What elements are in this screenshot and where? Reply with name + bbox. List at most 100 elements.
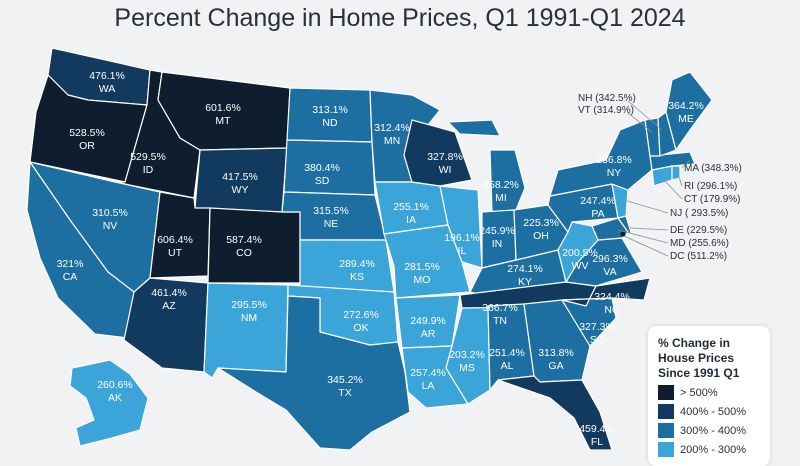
state-value-ny: 286.8% — [596, 154, 632, 166]
legend-swatch — [658, 385, 674, 400]
state-value-tn: 366.7% — [482, 302, 518, 314]
state-TX[interactable] — [217, 295, 411, 450]
state-code-ne: NE — [324, 218, 339, 230]
state-code-ms: MS — [459, 362, 475, 374]
state-code-pa: PA — [591, 208, 604, 220]
state-code-wy: WY — [232, 184, 249, 196]
state-value-nd: 313.1% — [312, 104, 348, 116]
state-code-sc: SC — [590, 334, 605, 346]
state-code-co: CO — [236, 247, 252, 259]
callout-label: RI (296.1%) — [684, 181, 737, 192]
leader-ma — [681, 159, 691, 169]
state-code-tx: TX — [338, 387, 351, 399]
state-code-ok: OK — [353, 322, 368, 334]
state-value-in: 245.9% — [479, 225, 515, 237]
state-code-az: AZ — [162, 300, 176, 312]
state-value-ga: 313.8% — [538, 347, 574, 359]
state-value-ky: 274.1% — [507, 263, 543, 275]
state-code-ar: AR — [421, 328, 436, 340]
state-value-nm: 295.5% — [231, 299, 267, 311]
state-value-mn: 312.4% — [374, 122, 410, 134]
state-code-tn: TN — [493, 315, 507, 327]
state-value-nv: 310.5% — [92, 207, 128, 219]
legend-item: > 500% — [658, 385, 770, 400]
state-code-in: IN — [492, 238, 503, 250]
state-value-nc: 324.4% — [594, 291, 630, 303]
state-value-wy: 417.5% — [222, 171, 258, 183]
state-IL[interactable] — [439, 185, 483, 269]
map-title: Percent Change in Home Prices, Q1 1991-Q… — [114, 4, 686, 32]
state-value-ms: 203.2% — [449, 349, 485, 361]
state-code-ia: IA — [406, 214, 416, 226]
state-code-oh: OH — [533, 230, 549, 242]
us-choropleth-map: 476.1%WA 528.5%OR 529.5%ID 601.6%MT 417.5%WY… — [26, 47, 742, 450]
state-code-ks: KS — [350, 271, 364, 283]
state-code-wa: WA — [99, 83, 116, 95]
state-code-ak: AK — [108, 392, 122, 404]
leader-vt — [627, 112, 653, 133]
state-value-tx: 345.2% — [327, 374, 363, 386]
state-MA[interactable] — [649, 151, 696, 171]
state-value-ar: 249.9% — [410, 315, 446, 327]
leader-dc — [623, 235, 669, 257]
legend-swatch — [658, 404, 674, 419]
state-value-az: 461.4% — [151, 287, 187, 299]
callout-label: MD (255.6%) — [670, 238, 729, 249]
state-code-ky: KY — [518, 276, 532, 288]
state-value-ia: 255.1% — [393, 201, 429, 213]
leader-nh — [627, 100, 663, 131]
legend-item: 300% - 400% — [658, 423, 770, 438]
state-value-co: 587.4% — [226, 234, 262, 246]
state-RI[interactable] — [671, 165, 681, 181]
legend: % Change in House Prices Since 1991 Q1 >… — [648, 326, 770, 466]
callout-labels: NH (342.5%)VT (314.9%) MA (348.3%) RI (296… — [578, 93, 742, 262]
state-value-oh: 225.3% — [523, 217, 559, 229]
state-value-ok: 272.6% — [343, 309, 379, 321]
state-value-me: 364.2% — [668, 100, 704, 112]
legend-label: > 500% — [680, 386, 718, 399]
legend-label: 400% - 500% — [680, 405, 747, 418]
state-code-id: ID — [143, 164, 154, 176]
state-code-me: ME — [678, 113, 694, 125]
callout-label: DC (511.2%) — [670, 251, 727, 262]
state-FL[interactable] — [497, 375, 613, 450]
state-value-wa: 476.1% — [89, 70, 125, 82]
state-value-ak: 260.6% — [97, 379, 133, 391]
state-ME[interactable] — [665, 71, 713, 151]
state-CA[interactable] — [26, 161, 135, 339]
state-value-il: 196.1% — [444, 232, 480, 244]
leader-md — [617, 229, 669, 244]
state-value-ne: 315.5% — [313, 205, 349, 217]
dc-marker — [620, 231, 626, 237]
legend-title: % Change in House Prices Since 1991 Q1 — [658, 336, 740, 380]
state-NM[interactable] — [203, 282, 289, 379]
state-code-il: IL — [458, 245, 467, 257]
state-value-mo: 281.5% — [404, 261, 440, 273]
callout-label: MA (348.3%) — [684, 163, 742, 174]
state-code-ga: GA — [548, 360, 563, 372]
state-value-mi: 258.2% — [483, 179, 519, 191]
state-value-ks: 289.4% — [339, 258, 375, 270]
state-code-fl: FL — [591, 436, 603, 448]
state-value-ut: 606.4% — [157, 234, 193, 246]
state-code-mi: MI — [495, 192, 507, 204]
state-code-or: OR — [79, 140, 95, 152]
state-code-wv: WV — [572, 260, 589, 272]
state-value-wv: 200.5% — [562, 247, 598, 259]
state-labels: 476.1%WA 528.5%OR 529.5%ID 601.6%MT 417.5%WY… — [57, 70, 704, 448]
callout-label: DE (229.5%) — [670, 225, 727, 236]
state-code-nd: ND — [322, 117, 338, 129]
state-value-pa: 247.4% — [580, 195, 616, 207]
state-MI[interactable] — [447, 119, 526, 213]
state-value-wi: 327.8% — [427, 151, 463, 163]
callout-label: CT (179.9%) — [684, 194, 741, 205]
state-code-nc: NC — [604, 304, 620, 316]
leader-ri — [677, 173, 683, 187]
state-value-ca: 321% — [57, 258, 84, 270]
state-code-nm: NM — [241, 312, 257, 324]
state-code-mt: MT — [215, 115, 231, 127]
state-value-id: 529.5% — [130, 151, 166, 163]
legend-label: 300% - 400% — [680, 424, 747, 437]
state-value-mt: 601.6% — [205, 102, 241, 114]
state-AK[interactable] — [69, 359, 149, 447]
